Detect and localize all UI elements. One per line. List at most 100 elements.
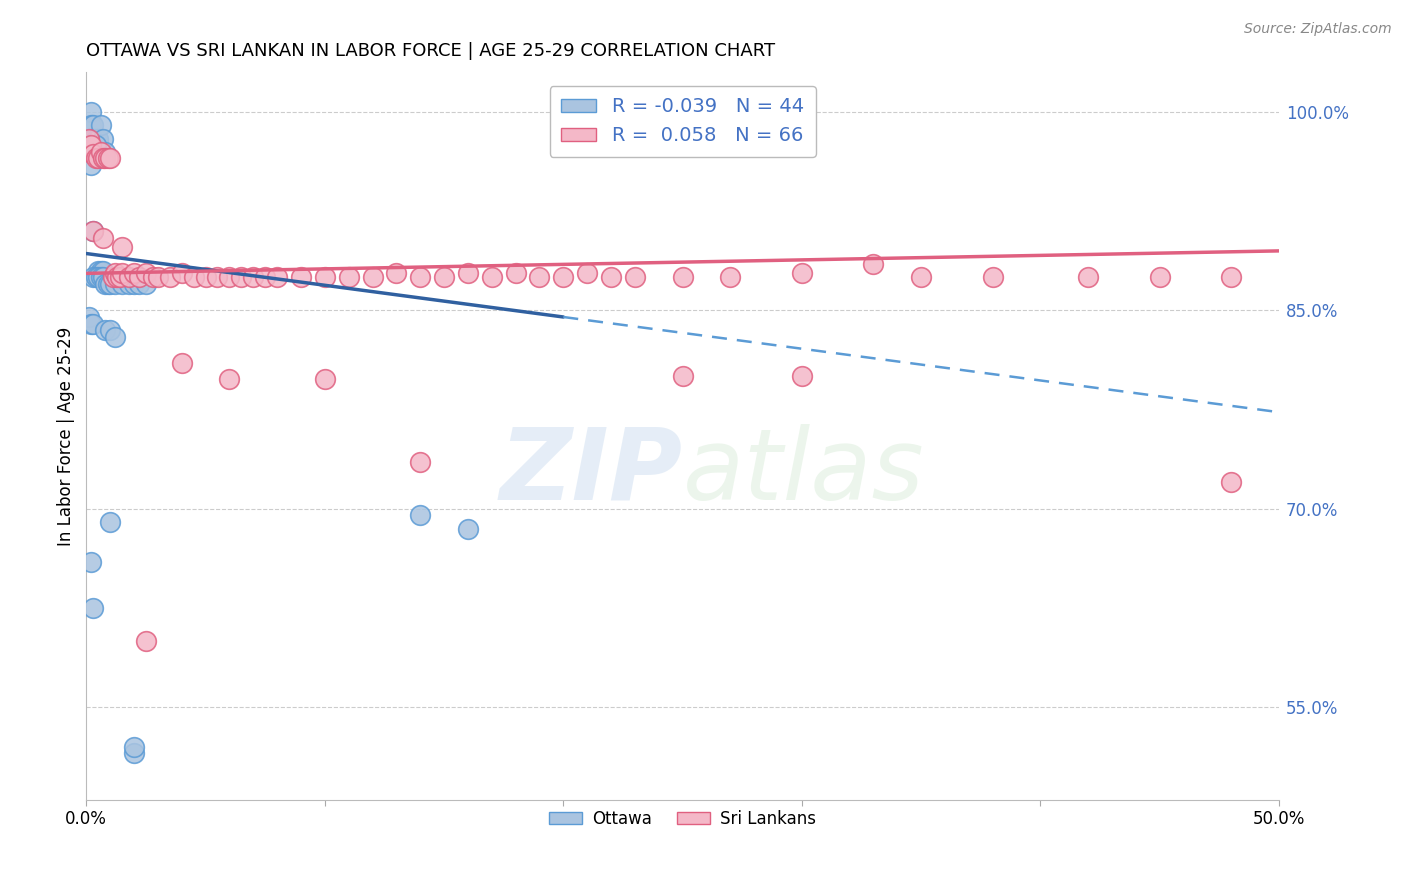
Point <box>337 270 360 285</box>
Point <box>111 277 134 291</box>
Point <box>481 270 503 285</box>
Point <box>790 369 813 384</box>
Point <box>529 270 551 285</box>
Point <box>98 323 121 337</box>
Point <box>82 147 104 161</box>
Point <box>981 270 1004 285</box>
Point <box>433 270 456 285</box>
Text: OTTAWA VS SRI LANKAN IN LABOR FORCE | AGE 25-29 CORRELATION CHART: OTTAWA VS SRI LANKAN IN LABOR FORCE | AG… <box>86 42 776 60</box>
Point <box>194 270 217 285</box>
Point <box>118 270 141 285</box>
Point <box>457 522 479 536</box>
Y-axis label: In Labor Force | Age 25-29: In Labor Force | Age 25-29 <box>58 326 75 546</box>
Point <box>122 266 145 280</box>
Point <box>91 270 114 285</box>
Point <box>1077 270 1099 285</box>
Point <box>97 152 120 166</box>
Point <box>90 270 112 285</box>
Point <box>409 508 432 523</box>
Point <box>80 555 103 569</box>
Point <box>91 152 114 166</box>
Point <box>90 145 112 159</box>
Point <box>98 152 121 166</box>
Point <box>82 145 104 159</box>
Point <box>87 264 110 278</box>
Point <box>1149 270 1171 285</box>
Point <box>84 270 107 285</box>
Point <box>218 372 240 386</box>
Point <box>82 600 104 615</box>
Point <box>1220 270 1243 285</box>
Point <box>624 270 647 285</box>
Point <box>159 270 181 285</box>
Point <box>98 277 121 291</box>
Point <box>90 118 112 132</box>
Point <box>94 277 117 291</box>
Point <box>91 264 114 278</box>
Text: atlas: atlas <box>682 424 924 521</box>
Point <box>170 266 193 280</box>
Point <box>790 266 813 280</box>
Point <box>218 270 240 285</box>
Point <box>266 270 288 285</box>
Point <box>146 270 169 285</box>
Point <box>231 270 253 285</box>
Point <box>122 277 145 291</box>
Point <box>862 257 884 271</box>
Point <box>314 270 336 285</box>
Point <box>97 277 120 291</box>
Point <box>122 746 145 760</box>
Point <box>111 240 134 254</box>
Point <box>104 277 127 291</box>
Point <box>77 131 100 145</box>
Point <box>80 158 103 172</box>
Point <box>409 270 432 285</box>
Point <box>135 633 157 648</box>
Point <box>84 138 107 153</box>
Point <box>111 266 134 280</box>
Point <box>385 266 408 280</box>
Point <box>108 270 131 285</box>
Point <box>183 270 205 285</box>
Point <box>910 270 932 285</box>
Point <box>91 131 114 145</box>
Point <box>242 270 264 285</box>
Point <box>87 152 110 166</box>
Point <box>94 145 117 159</box>
Point <box>135 266 157 280</box>
Point <box>505 266 527 280</box>
Point <box>122 739 145 754</box>
Point <box>170 356 193 370</box>
Point <box>90 264 112 278</box>
Point <box>98 515 121 529</box>
Point <box>82 118 104 132</box>
Point <box>254 270 277 285</box>
Point <box>77 310 100 324</box>
Text: Source: ZipAtlas.com: Source: ZipAtlas.com <box>1244 22 1392 37</box>
Point <box>105 270 128 285</box>
Point <box>409 455 432 469</box>
Point <box>82 270 104 285</box>
Point <box>80 105 103 120</box>
Point <box>600 270 623 285</box>
Point <box>718 270 741 285</box>
Point <box>87 131 110 145</box>
Point <box>128 277 150 291</box>
Point <box>671 270 693 285</box>
Point <box>80 317 103 331</box>
Point <box>135 277 157 291</box>
Point <box>553 270 575 285</box>
Point <box>82 317 104 331</box>
Point <box>101 270 124 285</box>
Text: ZIP: ZIP <box>499 424 682 521</box>
Point <box>576 266 599 280</box>
Point <box>290 270 312 285</box>
Point <box>94 152 117 166</box>
Point <box>80 138 103 153</box>
Point <box>314 372 336 386</box>
Point <box>94 323 117 337</box>
Point <box>671 369 693 384</box>
Legend: Ottawa, Sri Lankans: Ottawa, Sri Lankans <box>543 804 823 835</box>
Point <box>91 230 114 244</box>
Point <box>104 330 127 344</box>
